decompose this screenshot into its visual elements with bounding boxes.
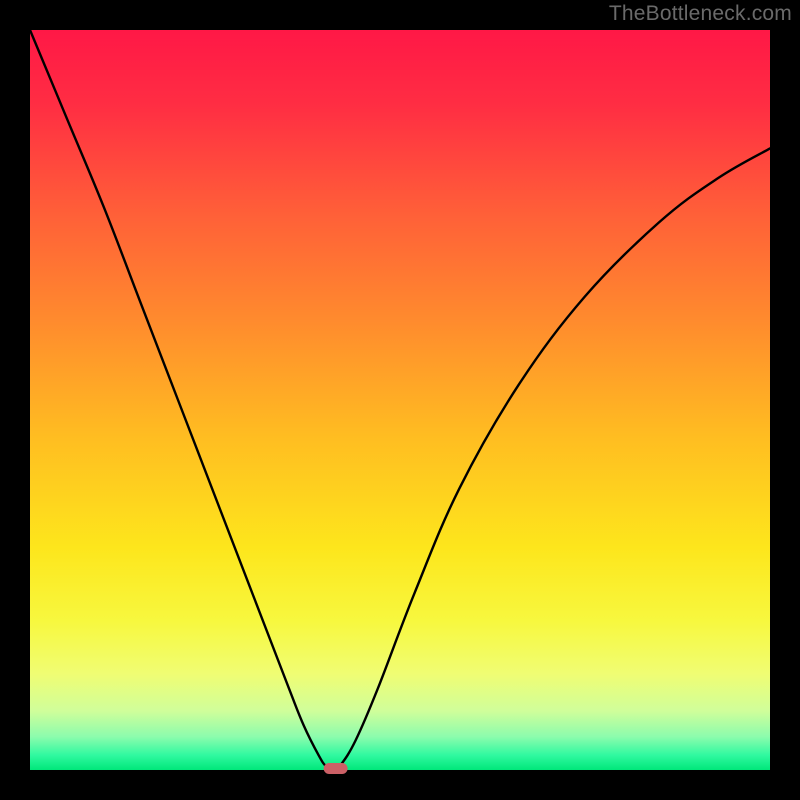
bottleneck-chart <box>0 0 800 800</box>
watermark-text: TheBottleneck.com <box>609 2 792 26</box>
minimum-marker <box>324 763 348 774</box>
plot-background <box>30 30 770 770</box>
chart-stage: TheBottleneck.com <box>0 0 800 800</box>
